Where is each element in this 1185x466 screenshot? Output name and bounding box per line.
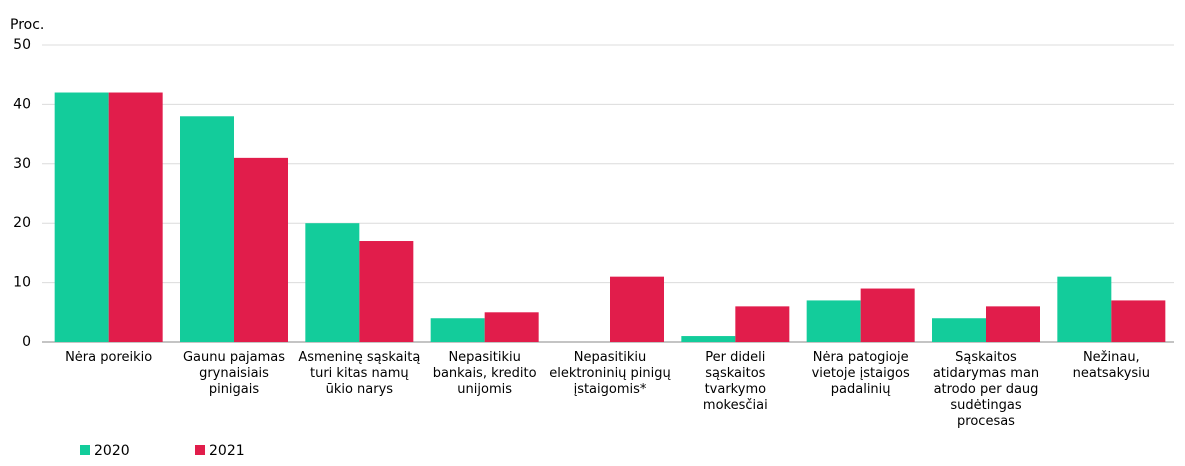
x-tick-label: Nėra poreikio	[65, 350, 153, 365]
bar	[359, 241, 414, 342]
bar	[430, 318, 485, 342]
x-tick-label: Gaunu pajamas grynaisiais pinigais	[182, 350, 286, 397]
bar	[610, 276, 664, 342]
x-tick-label: Per dideli sąskaitos tvarkymo mokesčiai	[702, 350, 768, 413]
x-tick-label: Sąskaitos atidarymas man atrodo per daug…	[932, 350, 1040, 429]
bar	[1111, 300, 1166, 342]
y-tick-label: 40	[13, 96, 31, 112]
x-tick-label: Nėra patogioje vietoje įstaigos padalini…	[811, 350, 910, 397]
bar	[860, 288, 915, 342]
bar	[735, 306, 790, 342]
bar	[234, 157, 288, 342]
bar	[180, 116, 234, 342]
bar	[986, 306, 1040, 342]
bar	[1057, 276, 1112, 342]
x-tick-label: Nežinau, neatsakysiu	[1072, 350, 1151, 381]
y-tick-label: 20	[13, 215, 31, 231]
bar	[681, 336, 736, 342]
legend-label: 2020	[94, 443, 130, 459]
y-tick-label: 30	[13, 156, 31, 172]
bar	[806, 300, 861, 342]
legend-swatch	[80, 445, 90, 455]
bar	[54, 92, 109, 343]
bar	[108, 92, 163, 343]
x-tick-label: Nepasitikiu bankais, kredito unijomis	[432, 350, 537, 397]
y-tick-label: 0	[22, 334, 31, 350]
x-tick-label: Asmeninę sąskaitą turi kitas namų ūkio n…	[298, 350, 421, 397]
legend-label: 2021	[209, 443, 245, 459]
bar	[932, 318, 986, 342]
bar	[484, 312, 539, 342]
y-tick-label: 10	[13, 275, 31, 291]
x-tick-label: Nepasitikiu elektroninių pinigų įstaigom…	[549, 350, 671, 397]
y-axis-label: Proc.	[10, 17, 44, 33]
y-tick-label: 50	[13, 37, 31, 53]
legend-swatch	[195, 445, 205, 455]
bar	[305, 223, 360, 342]
